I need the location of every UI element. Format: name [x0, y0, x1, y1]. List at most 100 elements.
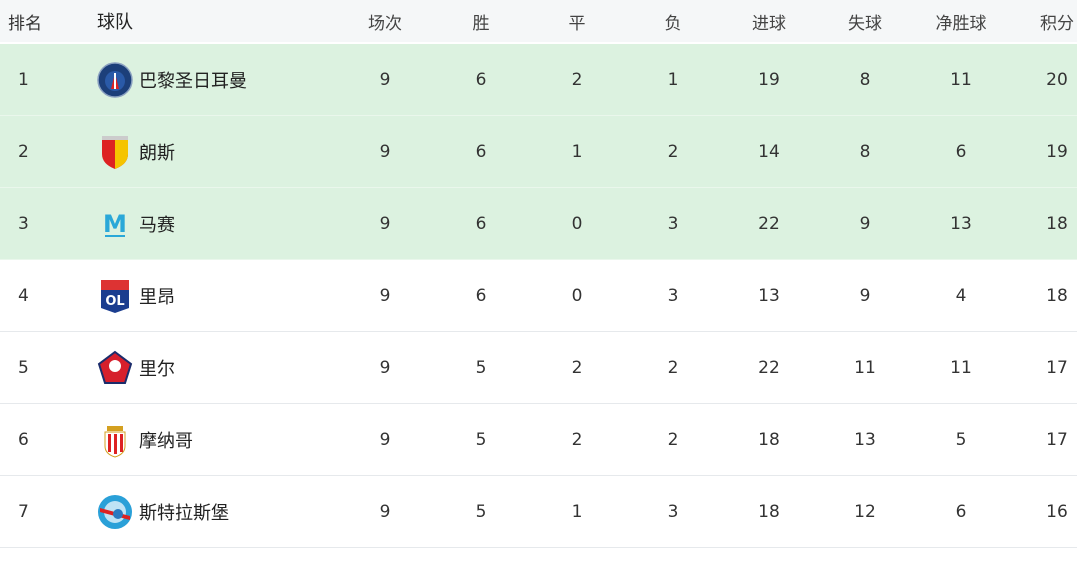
- team-cell[interactable]: 里尔: [97, 332, 175, 403]
- won-cell: 6: [475, 213, 487, 234]
- drawn-cell: 1: [571, 501, 583, 522]
- team-name: 朗斯: [139, 142, 175, 164]
- gf-cell: 13: [758, 285, 780, 306]
- team-name: 摩纳哥: [139, 430, 193, 452]
- ga-cell: 11: [854, 357, 876, 378]
- played-cell: 9: [379, 213, 391, 234]
- gd-cell: 5: [955, 429, 967, 450]
- rank: 1: [18, 69, 29, 90]
- gd-cell: 4: [955, 285, 967, 306]
- rank: 6: [18, 429, 29, 450]
- pts-cell: 18: [1046, 285, 1068, 306]
- pts-cell: 18: [1046, 213, 1068, 234]
- team-name: 斯特拉斯堡: [139, 502, 229, 524]
- played-cell: 9: [379, 501, 391, 522]
- lost-cell: 2: [667, 357, 679, 378]
- rank: 7: [18, 501, 29, 522]
- gd-cell: 11: [950, 357, 972, 378]
- table-row[interactable]: 3 M 马赛 9 6 0 3 22 9 13 18: [0, 188, 1077, 260]
- table-row[interactable]: 5 里尔 9 5 2 2 22 11 11 17: [0, 332, 1077, 404]
- pts-cell: 20: [1046, 69, 1068, 90]
- gf-cell: 22: [758, 357, 780, 378]
- header-gd: 净胜球: [935, 13, 987, 34]
- drawn-cell: 2: [571, 429, 583, 450]
- monaco-logo-icon: [97, 422, 133, 458]
- svg-text:M: M: [103, 210, 127, 238]
- team-cell[interactable]: 朗斯: [97, 116, 175, 187]
- gd-cell: 6: [955, 501, 967, 522]
- gd-cell: 11: [950, 69, 972, 90]
- table-header: 排名 球队 场次 胜 平 负 进球 失球 净胜球 积分: [0, 0, 1077, 42]
- header-ga: 失球: [848, 13, 882, 34]
- gf-cell: 22: [758, 213, 780, 234]
- gf-cell: 18: [758, 429, 780, 450]
- ga-cell: 12: [854, 501, 876, 522]
- team-cell[interactable]: 巴黎圣日耳曼: [97, 44, 247, 115]
- won-cell: 5: [475, 501, 487, 522]
- drawn-cell: 2: [571, 69, 583, 90]
- lost-cell: 1: [667, 69, 679, 90]
- table-row[interactable]: 7 斯特拉斯堡 9 5 1 3 18 12 6 16: [0, 476, 1077, 548]
- psg-logo-icon: [97, 61, 133, 98]
- rank: 5: [18, 357, 29, 378]
- lost-cell: 3: [667, 213, 679, 234]
- drawn-cell: 2: [571, 357, 583, 378]
- table-row[interactable]: 2 朗斯 9 6 1 2 14 8 6 19: [0, 116, 1077, 188]
- header-lost: 负: [664, 13, 682, 34]
- ga-cell: 8: [859, 69, 871, 90]
- won-cell: 5: [475, 429, 487, 450]
- gf-cell: 19: [758, 69, 780, 90]
- lost-cell: 2: [667, 141, 679, 162]
- rank: 4: [18, 285, 29, 306]
- pts-cell: 17: [1046, 429, 1068, 450]
- played-cell: 9: [379, 69, 391, 90]
- drawn-cell: 0: [571, 285, 583, 306]
- header-team: 球队: [97, 12, 133, 33]
- won-cell: 6: [475, 285, 487, 306]
- rank: 3: [18, 213, 29, 234]
- header-played: 场次: [368, 13, 402, 34]
- team-name: 里尔: [139, 358, 175, 380]
- table-row[interactable]: 1 巴黎圣日耳曼 9 6 2 1 19 8 11 20: [0, 44, 1077, 116]
- ga-cell: 13: [854, 429, 876, 450]
- header-pts: 积分: [1040, 13, 1074, 34]
- team-name: 巴黎圣日耳曼: [139, 70, 247, 92]
- header-won: 胜: [472, 13, 490, 34]
- lyon-logo-icon: OL: [97, 278, 133, 314]
- played-cell: 9: [379, 357, 391, 378]
- won-cell: 6: [475, 69, 487, 90]
- pts-cell: 16: [1046, 501, 1068, 522]
- played-cell: 9: [379, 141, 391, 162]
- header-rank: 排名: [8, 13, 42, 34]
- header-gf: 进球: [752, 13, 786, 34]
- ga-cell: 9: [859, 285, 871, 306]
- gd-cell: 13: [950, 213, 972, 234]
- drawn-cell: 0: [571, 213, 583, 234]
- pts-cell: 19: [1046, 141, 1068, 162]
- drawn-cell: 1: [571, 141, 583, 162]
- played-cell: 9: [379, 285, 391, 306]
- ga-cell: 8: [859, 141, 871, 162]
- team-cell[interactable]: 斯特拉斯堡: [97, 476, 229, 547]
- won-cell: 6: [475, 141, 487, 162]
- gf-cell: 18: [758, 501, 780, 522]
- lost-cell: 3: [667, 501, 679, 522]
- team-cell[interactable]: M 马赛: [97, 188, 175, 259]
- svg-text:OL: OL: [105, 294, 124, 309]
- marseille-logo-icon: M: [97, 206, 133, 242]
- lille-logo-icon: [97, 350, 133, 386]
- gf-cell: 14: [758, 141, 780, 162]
- lost-cell: 3: [667, 285, 679, 306]
- ga-cell: 9: [859, 213, 871, 234]
- lens-logo-icon: [97, 134, 133, 170]
- strasbourg-logo-icon: [97, 494, 133, 530]
- lost-cell: 2: [667, 429, 679, 450]
- team-cell[interactable]: OL 里昂: [97, 260, 175, 331]
- team-name: 里昂: [139, 286, 175, 308]
- team-name: 马赛: [139, 214, 175, 236]
- table-row[interactable]: 6 摩纳哥 9 5 2 2 18 13 5 17: [0, 404, 1077, 476]
- pts-cell: 17: [1046, 357, 1068, 378]
- table-row[interactable]: 4 OL 里昂 9 6 0 3 13 9 4 18: [0, 260, 1077, 332]
- gd-cell: 6: [955, 141, 967, 162]
- team-cell[interactable]: 摩纳哥: [97, 404, 193, 475]
